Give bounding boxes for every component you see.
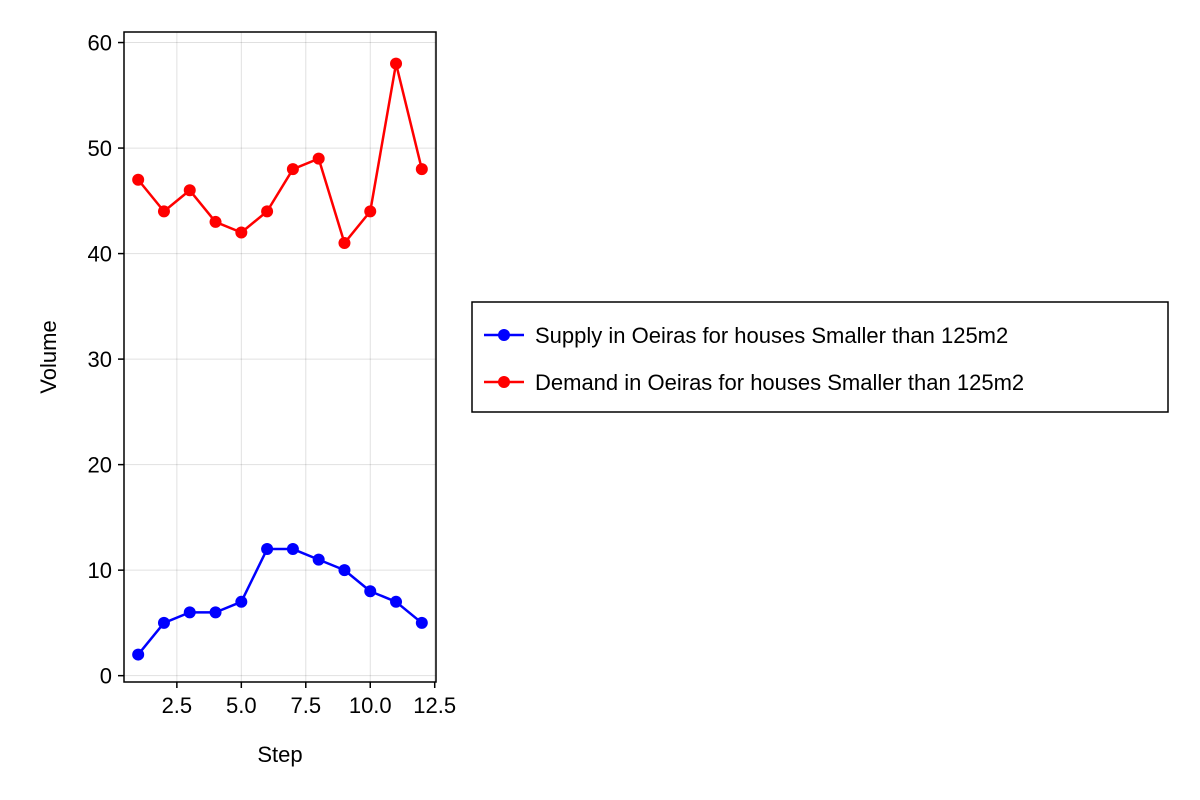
data-point	[286, 543, 299, 556]
data-point	[157, 616, 170, 629]
data-point	[209, 215, 222, 228]
data-point	[132, 173, 145, 186]
data-point	[235, 595, 248, 608]
data-point	[312, 553, 325, 566]
series-demand	[132, 57, 428, 250]
x-tick-label: 10.0	[349, 693, 392, 718]
data-point	[183, 606, 196, 619]
x-axis-title: Step	[257, 742, 302, 767]
data-point	[364, 585, 377, 598]
data-point	[312, 152, 325, 165]
legend: Supply in Oeiras for houses Smaller than…	[471, 301, 1169, 413]
data-point	[157, 205, 170, 218]
legend-entry: Supply in Oeiras for houses Smaller than…	[484, 323, 1008, 348]
data-point	[338, 564, 351, 577]
data-point	[261, 543, 274, 556]
data-point	[235, 226, 248, 239]
x-tick-label: 12.5	[413, 693, 456, 718]
x-tick-label: 7.5	[290, 693, 321, 718]
legend-swatch-marker	[498, 329, 510, 341]
y-tick-label: 0	[100, 664, 112, 689]
series-line	[137, 62, 424, 245]
series-group	[132, 57, 428, 661]
data-point	[338, 237, 351, 250]
legend-label: Demand in Oeiras for houses Smaller than…	[535, 370, 1024, 395]
data-point	[132, 648, 145, 661]
y-tick-label: 50	[88, 136, 112, 161]
legend-swatch-marker	[498, 376, 510, 388]
series-supply	[132, 543, 428, 661]
plot-area-frame	[123, 31, 437, 683]
data-point	[364, 205, 377, 218]
x-tick-label: 2.5	[162, 693, 193, 718]
x-tick-label: 5.0	[226, 693, 257, 718]
y-tick-label: 40	[88, 242, 112, 267]
data-point	[261, 205, 274, 218]
grid-lines	[124, 32, 436, 682]
data-point	[390, 57, 403, 70]
series-line	[137, 547, 423, 656]
y-tick-label: 60	[88, 31, 112, 56]
data-point	[415, 616, 428, 629]
y-tick-label: 20	[88, 453, 112, 478]
legend-entry: Demand in Oeiras for houses Smaller than…	[484, 370, 1024, 395]
y-axis-title: Volume	[36, 320, 61, 393]
data-point	[183, 184, 196, 197]
data-point	[209, 606, 222, 619]
y-tick-label: 30	[88, 347, 112, 372]
data-point	[286, 163, 299, 176]
data-point	[415, 163, 428, 176]
y-tick-label: 10	[88, 558, 112, 583]
legend-label: Supply in Oeiras for houses Smaller than…	[535, 323, 1008, 348]
legend-box	[471, 301, 1169, 413]
axis-ticks: 2.5 5.0 7.5 10.0 12.5 0 10 20 30 40 50 60	[88, 31, 457, 718]
data-point	[390, 595, 403, 608]
